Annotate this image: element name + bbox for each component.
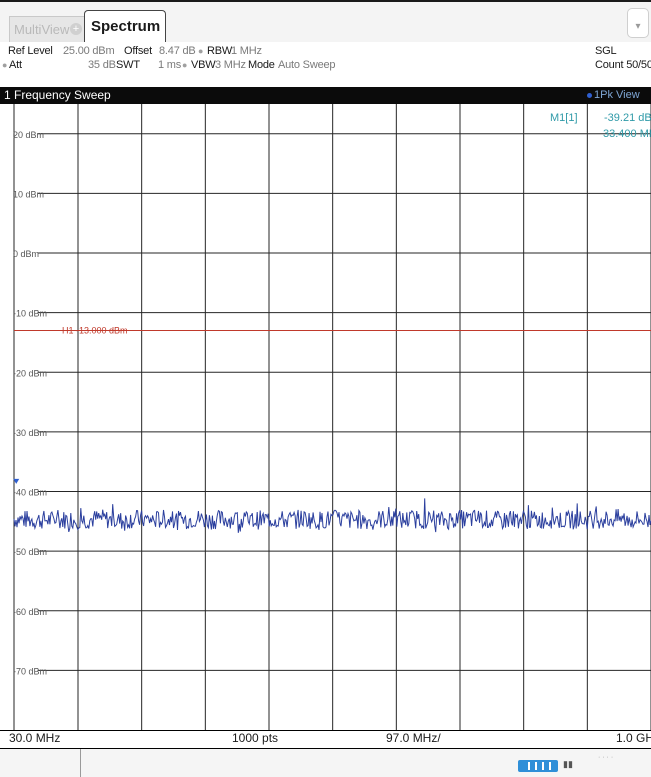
sweep-count: Count 50/50	[595, 59, 651, 71]
tab-multiview-label: MultiView	[14, 22, 70, 37]
ref-level-value: 25.00 dBm	[63, 45, 115, 57]
tab-bar: MultiView + Spectrum ▾	[0, 0, 651, 44]
measurement-progress-icon	[518, 760, 558, 772]
marker-name: M1[1]	[550, 112, 578, 124]
window-title-bar[interactable]: 1 Frequency Sweep 1Pk View	[0, 87, 651, 104]
vbw-coupled-dot-icon: ●	[182, 60, 188, 70]
spectrum-plot-svg[interactable]: 20 dBm 10 dBm 0 dBm -10 dBm -20 dBm -30 dBm -4…	[0, 104, 651, 730]
sweep-single-label: SGL	[595, 45, 617, 57]
y-tick-label: -30 dBm	[13, 428, 47, 438]
y-tick-label: 0 dBm	[13, 249, 39, 259]
battery-icon: ▮▮	[563, 759, 573, 769]
trace-mode-label: 1Pk View	[587, 89, 640, 101]
tab-spectrum-label: Spectrum	[91, 18, 161, 35]
limit-line-label: H1 -13.000 dBm	[62, 326, 128, 336]
dropdown-menu-button[interactable]: ▾	[627, 8, 649, 38]
marker-level: -39.21 dBm	[604, 112, 651, 124]
rbw-coupled-dot-icon: ●	[198, 46, 204, 56]
status-indicator-icon: · · · ·	[598, 754, 614, 761]
vbw-value: 3 MHz	[215, 59, 246, 71]
y-tick-label: -60 dBm	[13, 607, 47, 617]
chevron-down-icon: ▾	[635, 21, 641, 32]
rbw-label: RBW	[207, 45, 233, 57]
offset-value: 8.47 dB	[159, 45, 196, 57]
swt-value: 1 ms	[158, 59, 182, 71]
att-coupled-dot-icon: ●	[2, 60, 8, 70]
y-tick-label: 10 dBm	[13, 189, 44, 199]
y-tick-label: -70 dBm	[13, 666, 47, 676]
ref-level-label: Ref Level	[8, 45, 53, 57]
y-tick-label: 20 dBm	[13, 130, 44, 140]
vbw-label: VBW	[191, 59, 216, 71]
window-title: 1 Frequency Sweep	[4, 88, 111, 102]
y-tick-label: -20 dBm	[13, 368, 47, 378]
mode-value: Auto Sweep	[278, 59, 336, 71]
frequency-axis-footer: 30.0 MHz 1000 pts 97.0 MHz/ 1.0 GHz	[0, 730, 651, 749]
y-tick-label: -10 dBm	[13, 309, 47, 319]
sweep-points: 1000 pts	[232, 731, 279, 745]
start-frequency: 30.0 MHz	[9, 731, 61, 745]
swt-label: SWT	[116, 59, 140, 71]
rbw-value: 1 MHz	[231, 45, 262, 57]
tab-multiview[interactable]: MultiView +	[9, 16, 87, 44]
status-divider	[80, 749, 81, 777]
measurement-settings: Ref Level 25.00 dBm Offset 8.47 dB ● RBW…	[0, 42, 651, 87]
att-value: 35 dB	[88, 59, 116, 71]
marker-m1[interactable]	[13, 478, 20, 484]
marker-triangle-icon[interactable]	[13, 478, 20, 484]
marker-frequency: 33.400 MHz	[603, 128, 651, 140]
mode-label: Mode	[248, 59, 275, 71]
stop-frequency: 1.0 GHz	[616, 731, 651, 745]
add-window-icon[interactable]: +	[70, 23, 82, 35]
spectrum-plot[interactable]: 20 dBm 10 dBm 0 dBm -10 dBm -20 dBm -30 dBm -4…	[0, 104, 651, 730]
offset-label: Offset	[124, 45, 152, 57]
y-tick-label: -50 dBm	[13, 547, 47, 557]
y-tick-label: -40 dBm	[13, 488, 47, 498]
att-label: Att	[9, 59, 22, 71]
tab-spectrum[interactable]: Spectrum	[84, 10, 166, 44]
span-per-division: 97.0 MHz/	[386, 731, 441, 745]
trace-1	[13, 498, 651, 533]
